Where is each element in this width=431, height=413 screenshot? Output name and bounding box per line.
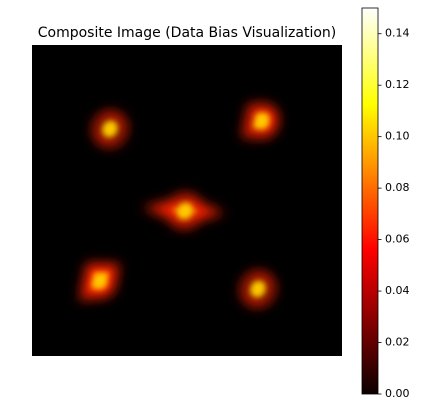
colorbar-tick-label: 0.10 <box>385 130 410 143</box>
svg-text:0: 0 <box>254 283 262 296</box>
colorbar-tick-label: 0.08 <box>385 181 410 194</box>
svg-text:0: 0 <box>106 123 114 136</box>
svg-text:8: 8 <box>181 205 189 218</box>
colorbar-tick-label: 0.06 <box>385 233 410 246</box>
heatmap-image: 0 3 8 5 0 0 3 8 5 0 <box>32 45 342 356</box>
colorbar-tick-label: 0.14 <box>385 27 410 40</box>
svg-text:3: 3 <box>258 115 266 128</box>
colorbar-tick-label: 0.00 <box>385 387 410 400</box>
colorbar-tick-label: 0.02 <box>385 336 410 349</box>
chart-title: Composite Image (Data Bias Visualization… <box>38 25 337 41</box>
colorbar-tick-label: 0.04 <box>385 284 410 297</box>
colorbar-tick-label: 0.12 <box>385 78 410 91</box>
svg-text:5: 5 <box>96 275 104 288</box>
colorbar <box>361 7 379 395</box>
